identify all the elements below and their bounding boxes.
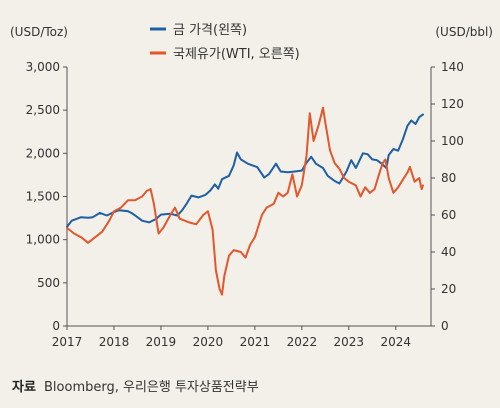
legend-gold-label: 금 가격(왼쪽)	[173, 23, 247, 38]
left-axis-unit: (USD/Toz)	[10, 25, 68, 39]
x-tick-label: 2018	[99, 335, 130, 349]
gold-price-line	[66, 113, 424, 228]
x-tick-label: 2021	[240, 335, 271, 349]
series-layer	[66, 106, 424, 296]
right-tick-label: 20	[441, 282, 456, 296]
left-tick-label: 2,000	[26, 146, 60, 160]
left-tick-label: 3,000	[26, 60, 60, 74]
right-axis-ticks: 140 120 100 80 60 40 20 0	[431, 60, 464, 333]
right-axis-unit: (USD/bbl)	[435, 25, 493, 39]
left-tick-label: 500	[37, 276, 60, 290]
right-tick-label: 80	[441, 171, 456, 185]
right-tick-label: 100	[441, 134, 464, 148]
right-tick-label: 60	[441, 208, 456, 222]
left-tick-label: 0	[52, 319, 60, 333]
right-tick-label: 40	[441, 245, 456, 259]
right-tick-label: 140	[441, 60, 464, 74]
x-tick-label: 2019	[146, 335, 177, 349]
x-tick-label: 2024	[381, 335, 412, 349]
left-tick-label: 2,500	[26, 103, 60, 117]
left-tick-label: 1,000	[26, 233, 60, 247]
legend: 금 가격(왼쪽) 국제유가(WTI, 오른쪽)	[150, 23, 300, 62]
x-tick-label: 2022	[287, 335, 318, 349]
x-tick-label: 2017	[52, 335, 83, 349]
left-axis-ticks: 3,000 2,500 2,000 1,500 1,000 500 0	[26, 60, 67, 333]
legend-oil-label: 국제유가(WTI, 오른쪽)	[173, 47, 300, 62]
oil-price-line	[66, 106, 424, 296]
x-axis-ticks: 2017 2018 2019 2020 2021 2022 2023 2024	[52, 326, 411, 349]
right-tick-label: 120	[441, 97, 464, 111]
source-label: 자료	[12, 380, 36, 395]
source-text: Bloomberg, 우리은행 투자상품전략부	[44, 379, 259, 395]
x-tick-label: 2020	[193, 335, 224, 349]
x-tick-label: 2023	[334, 335, 365, 349]
left-tick-label: 1,500	[26, 190, 60, 204]
right-tick-label: 0	[441, 319, 449, 333]
